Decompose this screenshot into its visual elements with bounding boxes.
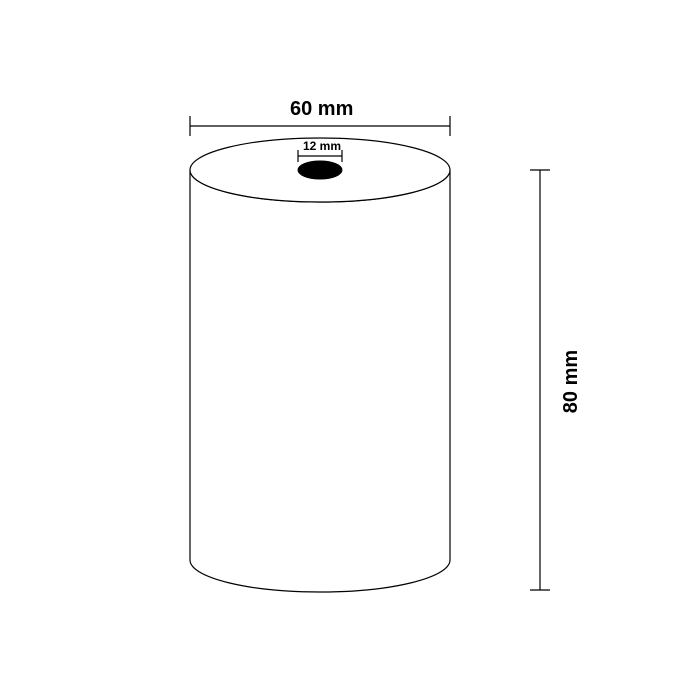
diagram-stage: 60 mm 12 mm 80 mm — [0, 0, 700, 700]
cylinder — [190, 138, 450, 592]
dim-height — [530, 170, 550, 590]
dim-width-label: 60 mm — [290, 98, 353, 121]
dim-height-label: 80 mm — [560, 350, 583, 413]
core-hole — [298, 161, 342, 179]
dim-core-label: 12 mm — [303, 139, 341, 153]
cylinder-side — [190, 170, 450, 592]
